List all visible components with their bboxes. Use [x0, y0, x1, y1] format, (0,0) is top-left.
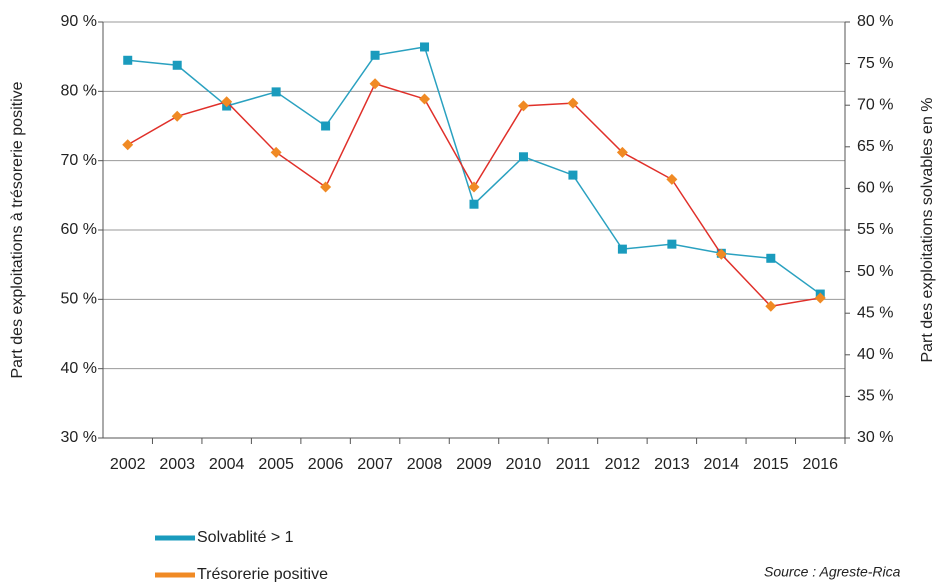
x-tick-label: 2012: [605, 456, 641, 473]
y2-tick-label: 60 %: [857, 180, 893, 197]
marker: [517, 100, 529, 112]
legend-swatch: [155, 572, 195, 578]
series-line: [127, 82, 821, 308]
marker: [221, 96, 233, 108]
marker: [469, 199, 479, 209]
legend-label: Solvablité > 1: [197, 529, 294, 546]
y2-tick-label: 35 %: [857, 388, 893, 405]
x-tick-label: 2007: [357, 456, 393, 473]
x-tick-label: 2003: [159, 456, 195, 473]
x-tick-label: 2015: [753, 456, 789, 473]
y-tick-label: 40 %: [61, 360, 97, 377]
x-tick-label: 2004: [209, 456, 245, 473]
x-tick-label: 2016: [802, 456, 838, 473]
x-tick-label: 2005: [258, 456, 294, 473]
marker: [271, 87, 281, 97]
y2-tick-label: 70 %: [857, 96, 893, 113]
x-tick-label: 2008: [407, 456, 443, 473]
y2-tick-label: 40 %: [857, 346, 893, 363]
x-tick-label: 2010: [506, 456, 542, 473]
marker: [766, 253, 776, 263]
series-line: [127, 46, 821, 295]
marker: [667, 239, 677, 249]
x-tick-label: 2006: [308, 456, 344, 473]
marker: [172, 60, 182, 70]
marker: [765, 300, 777, 312]
marker: [666, 173, 678, 185]
y2-tick-label: 65 %: [857, 138, 893, 155]
y-tick-label: 80 %: [61, 83, 97, 100]
y-axis-label: Part des exploitations à trésorerie posi…: [9, 81, 26, 378]
y2-axis-label: Part des exploitations solvables en %: [919, 97, 936, 362]
legend-swatch: [155, 535, 195, 541]
marker: [123, 55, 133, 65]
y-tick-label: 70 %: [61, 152, 97, 169]
marker: [617, 244, 627, 254]
marker: [568, 170, 578, 180]
y-tick-label: 30 %: [61, 429, 97, 446]
x-tick-label: 2013: [654, 456, 690, 473]
marker: [369, 78, 381, 90]
x-tick-label: 2011: [556, 456, 591, 473]
marker: [419, 93, 431, 105]
marker: [321, 121, 331, 131]
marker: [814, 292, 826, 304]
source: Source : Agreste-Rica: [764, 564, 901, 580]
legend-label: Trésorerie positive: [197, 566, 328, 582]
marker: [171, 110, 183, 122]
y2-tick-label: 80 %: [857, 13, 893, 30]
marker: [270, 146, 282, 158]
y2-tick-label: 30 %: [857, 429, 893, 446]
y-tick-label: 60 %: [61, 221, 97, 238]
marker: [567, 97, 579, 109]
marker: [122, 139, 134, 151]
y2-tick-label: 50 %: [857, 263, 893, 280]
y2-tick-label: 75 %: [857, 55, 893, 72]
y2-tick-label: 55 %: [857, 221, 893, 238]
marker: [715, 248, 727, 260]
x-tick-label: 2009: [456, 456, 492, 473]
marker: [468, 181, 480, 193]
marker: [420, 42, 430, 52]
y-tick-label: 90 %: [61, 13, 97, 30]
y2-tick-label: 45 %: [857, 304, 893, 321]
marker: [370, 50, 380, 60]
x-tick-label: 2014: [704, 456, 740, 473]
marker: [518, 152, 528, 162]
marker: [320, 181, 332, 193]
x-tick-label: 2002: [110, 456, 146, 473]
marker: [616, 146, 628, 158]
y-tick-label: 50 %: [61, 291, 97, 308]
